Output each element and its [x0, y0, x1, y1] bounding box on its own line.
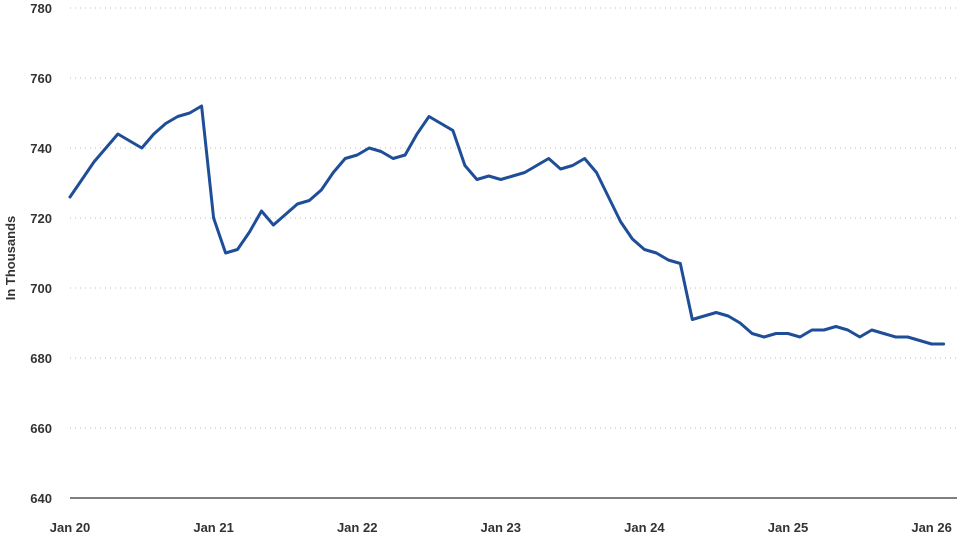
series-line: [68, 104, 946, 346]
y-tick-label: 720: [30, 211, 52, 226]
x-tick-label: Jan 25: [768, 520, 808, 535]
x-tick-label: Jan 22: [337, 520, 377, 535]
y-tick-label: 740: [30, 141, 52, 156]
y-tick-label: 780: [30, 1, 52, 16]
y-tick-label: 680: [30, 351, 52, 366]
y-axis-ticks: 640 660 680 700 720 740 760 780: [30, 1, 52, 506]
y-tick-label: 640: [30, 491, 52, 506]
x-tick-label: Jan 20: [50, 520, 90, 535]
x-tick-label: Jan 26: [911, 520, 951, 535]
y-tick-label: 700: [30, 281, 52, 296]
x-axis-ticks: Jan 20 Jan 21 Jan 22 Jan 23 Jan 24 Jan 25 Jan …: [50, 520, 952, 535]
x-tick-label: Jan 21: [193, 520, 233, 535]
gridlines: [70, 7, 957, 429]
x-tick-label: Jan 24: [624, 520, 665, 535]
y-tick-label: 760: [30, 71, 52, 86]
x-tick-label: Jan 23: [481, 520, 521, 535]
y-axis-label: In Thousands: [3, 216, 18, 301]
y-tick-label: 660: [30, 421, 52, 436]
